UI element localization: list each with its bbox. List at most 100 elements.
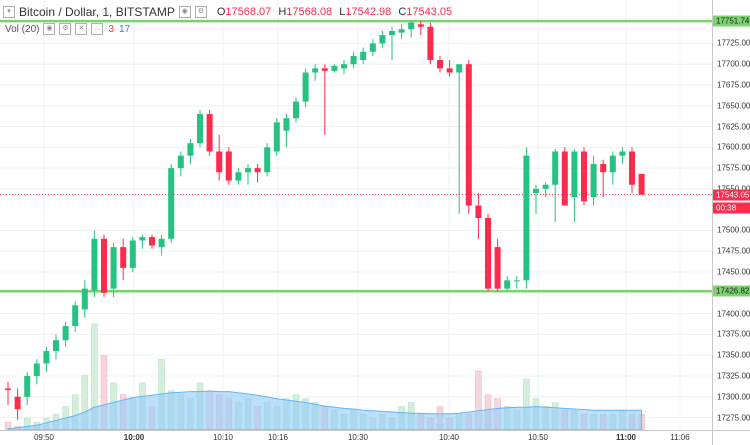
candle-body	[513, 280, 520, 282]
volume-up-value: 3	[108, 23, 115, 35]
candle-body	[465, 64, 472, 206]
candle-body	[475, 205, 482, 218]
time-tick-label: 10:30	[347, 433, 369, 442]
volume-bar	[23, 417, 31, 430]
last-price-tag: 17543.05	[713, 189, 750, 201]
ohlc-readout: O17568.07 H17568.08 L17542.98 C17543.05	[213, 6, 452, 18]
close-value: 17543.05	[406, 6, 453, 18]
candle-body	[139, 237, 146, 241]
candle-body	[369, 43, 376, 52]
candle-body	[312, 68, 319, 73]
candle-body	[43, 351, 50, 364]
candle-body	[494, 247, 501, 289]
candle-body	[533, 188, 539, 194]
volume-ma-area	[7, 390, 643, 430]
time-axis[interactable]: 09:50 10:00 10:10 10:16 10:30 10:40 10:50 11:00…	[0, 430, 712, 445]
volume-bar	[81, 374, 89, 430]
candle-body	[341, 64, 347, 69]
candle-body	[24, 375, 31, 397]
price-tick-label: 17625.00	[717, 122, 750, 132]
volume-bar	[475, 370, 482, 430]
price-tick-label: 17450.00	[717, 267, 750, 277]
candle-body	[638, 173, 645, 195]
price-tick-label: 17325.00	[717, 371, 750, 381]
candle-body	[245, 168, 251, 173]
candle-body	[609, 155, 616, 173]
price-tick-label: 17400.00	[717, 309, 750, 319]
open-label: O	[216, 6, 226, 18]
price-tick-label: 17700.00	[717, 59, 750, 69]
candle-body	[456, 64, 463, 73]
time-tick-label: 10:16	[267, 433, 289, 442]
candle-body	[331, 65, 338, 71]
time-tick-label: 10:50	[527, 433, 549, 442]
symbol-title[interactable]: Bitcoin / Dollar, 1, BITSTAMP	[19, 5, 175, 19]
volume-indicator-label[interactable]: Vol (20)	[5, 23, 40, 35]
candle-body	[168, 168, 175, 239]
close-icon[interactable]: ✕	[75, 23, 88, 35]
axis-corner	[712, 430, 750, 445]
candle-body	[225, 151, 232, 181]
candle-body	[53, 340, 59, 352]
price-tick-label: 17575.00	[717, 163, 750, 173]
candle-body	[619, 151, 626, 156]
candle-body	[187, 143, 194, 156]
candle-body	[485, 218, 491, 289]
candle-body	[91, 238, 98, 291]
price-tick-label: 17475.00	[717, 246, 750, 256]
candle-body	[197, 114, 203, 144]
settings-icon[interactable]: ⚙	[194, 6, 207, 18]
price-tick-label: 17500.00	[717, 225, 750, 235]
visibility-icon[interactable]: ◉	[43, 23, 56, 35]
candle-body	[264, 147, 271, 173]
time-tick-label: 09:50	[33, 433, 55, 442]
time-tick-label: 10:40	[438, 433, 460, 442]
candle-body	[62, 326, 69, 341]
candle-body	[417, 24, 424, 27]
candle-body	[129, 240, 136, 268]
candle-body	[273, 122, 280, 152]
candle-body	[552, 151, 559, 185]
price-tick-label: 17375.00	[717, 329, 750, 339]
candle-body	[571, 151, 578, 198]
candle-body	[542, 184, 549, 189]
collapse-icon[interactable]: ▾	[0, 6, 15, 18]
price-tick-label: 17275.00	[717, 413, 750, 423]
candle-body	[437, 60, 443, 69]
price-axis[interactable]: 17275.00 17300.00 17325.00 17350.00 17375.00…	[712, 0, 750, 430]
volume-indicator-header: Vol (20) ◉ ⚙ ✕ … 3 17	[0, 22, 130, 36]
candle-body	[446, 68, 453, 73]
settings-icon[interactable]: ⚙	[59, 23, 72, 35]
candle-body	[321, 68, 328, 71]
candle-body	[379, 35, 386, 44]
candle-body	[14, 396, 21, 410]
time-tick-label: 10:10	[212, 433, 234, 442]
candle-body	[81, 288, 88, 310]
candle-body	[33, 363, 40, 376]
candle-body	[561, 151, 568, 206]
price-tick-label: 17300.00	[717, 392, 750, 402]
candle-body	[120, 247, 127, 268]
price-plot[interactable]	[0, 0, 712, 430]
candle-body	[389, 30, 395, 36]
time-tick-label: 10:00	[123, 433, 145, 442]
visibility-icon[interactable]: ◉	[178, 6, 191, 18]
low-value: 17542.98	[345, 6, 392, 18]
candle-body	[110, 247, 117, 289]
support-price-tag: 17426.82	[713, 285, 750, 297]
more-icon[interactable]: …	[91, 23, 104, 35]
high-label: H	[278, 6, 287, 18]
candle-body	[360, 51, 367, 61]
price-tick-label: 17350.00	[717, 350, 750, 360]
candle-body	[427, 26, 434, 61]
close-label: C	[398, 6, 407, 18]
candle-body	[581, 151, 587, 202]
candle-body	[302, 72, 309, 102]
high-value: 17568.08	[286, 6, 333, 18]
time-tick-label: 11:06	[670, 433, 690, 442]
candle-body	[5, 388, 11, 391]
candle-body	[408, 22, 415, 30]
candle-body	[293, 101, 299, 119]
bar-countdown: 00:38	[713, 202, 750, 214]
